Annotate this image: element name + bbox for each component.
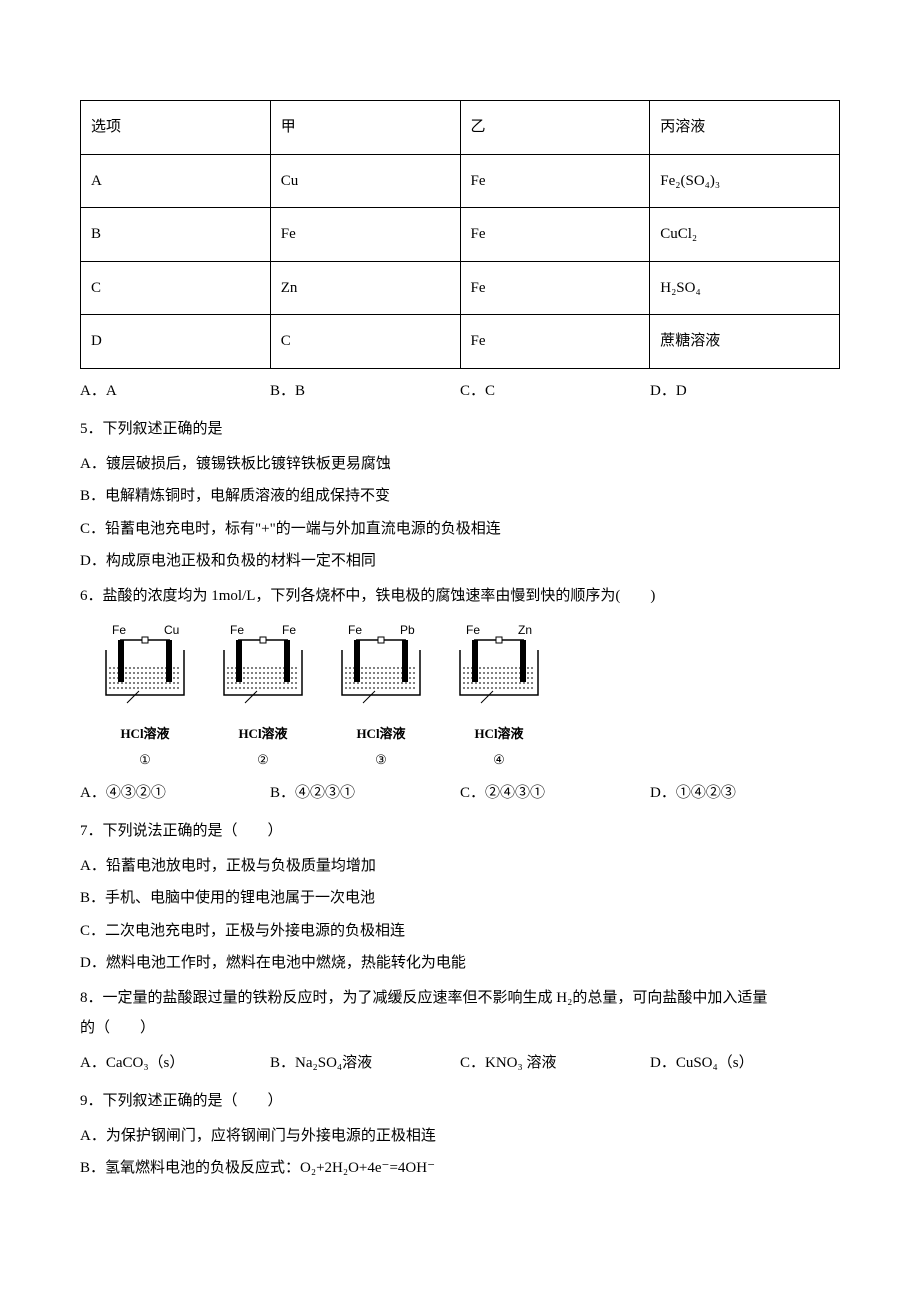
cell: 蔗糖溶液 (650, 315, 840, 369)
cell: Fe (270, 208, 460, 262)
cell: CuCl₂ (650, 208, 840, 262)
q4-options: A．A B．B C．C D．D (80, 377, 840, 406)
cell: C (270, 315, 460, 369)
cell: Cu (270, 154, 460, 208)
q7-opt-c: C．二次电池充电时，正极与外接电源的负极相连 (80, 917, 840, 946)
table-row: D C Fe 蔗糖溶液 (81, 315, 840, 369)
cell: Fe (460, 315, 650, 369)
cell: Fe (460, 208, 650, 262)
table-row: A Cu Fe Fe₂(SO₄)₃ (81, 154, 840, 208)
q7-opt-b: B．手机、电脑中使用的锂电池属于一次电池 (80, 884, 840, 913)
q6-stem: 6．盐酸的浓度均为 1mol/L，下列各烧杯中，铁电极的腐蚀速率由慢到快的顺序为… (80, 582, 840, 611)
q7-stem: 7．下列说法正确的是（ ） (80, 817, 840, 846)
beaker-2: FeFeHCl溶液② (218, 624, 308, 773)
q7-opt-d: D．燃料电池工作时，燃料在电池中燃烧，热能转化为电能 (80, 949, 840, 978)
cell: Fe₂(SO₄)₃ (650, 154, 840, 208)
q8-opt-d: D．CuSO₄（s） (650, 1049, 840, 1078)
cell: Fe (460, 154, 650, 208)
q8-opt-a: A．CaCO₃（s） (80, 1049, 270, 1078)
q8-stem-line1: 8．一定量的盐酸跟过量的铁粉反应时，为了减缓反应速率但不影响生成 H₂的总量，可… (80, 984, 840, 1013)
q5-opt-b: B．电解精炼铜时，电解质溶液的组成保持不变 (80, 482, 840, 511)
th-bing: 丙溶液 (650, 101, 840, 155)
q8-options: A．CaCO₃（s） B．Na₂SO₄溶液 C．KNO₃ 溶液 D．CuSO₄（… (80, 1049, 840, 1078)
q4-opt-c: C．C (460, 377, 650, 406)
table-row: 选项 甲 乙 丙溶液 (81, 101, 840, 155)
th-option: 选项 (81, 101, 271, 155)
q8-opt-c: C．KNO₃ 溶液 (460, 1049, 650, 1078)
cell: H₂SO₄ (650, 261, 840, 315)
q6-options: A．④③②① B．④②③① C．②④③① D．①④②③ (80, 779, 840, 808)
beaker-4: FeZnHCl溶液④ (454, 624, 544, 773)
q7-opt-a: A．铅蓄电池放电时，正极与负极质量均增加 (80, 852, 840, 881)
cell: Fe (460, 261, 650, 315)
q6-diagrams: FeCuHCl溶液① FeFeHCl溶液② FePbHCl溶液③ FeZnHCl… (100, 624, 840, 773)
q6-opt-c: C．②④③① (460, 779, 650, 808)
svg-text:Fe: Fe (466, 624, 480, 637)
q5-opt-a: A．镀层破损后，镀锡铁板比镀锌铁板更易腐蚀 (80, 450, 840, 479)
options-table: 选项 甲 乙 丙溶液 A Cu Fe Fe₂(SO₄)₃ B Fe Fe CuC… (80, 100, 840, 369)
svg-text:Fe: Fe (230, 624, 244, 637)
cell: B (81, 208, 271, 262)
q5-opt-d: D．构成原电池正极和负极的材料一定不相同 (80, 547, 840, 576)
th-jia: 甲 (270, 101, 460, 155)
q4-opt-b: B．B (270, 377, 460, 406)
q6-opt-b: B．④②③① (270, 779, 460, 808)
beaker-3: FePbHCl溶液③ (336, 624, 426, 773)
q5-stem: 5．下列叙述正确的是 (80, 415, 840, 444)
q6-opt-d: D．①④②③ (650, 779, 840, 808)
q4-opt-a: A．A (80, 377, 270, 406)
cell: Zn (270, 261, 460, 315)
q4-opt-d: D．D (650, 377, 840, 406)
q8-stem-line2: 的（ ） (80, 1014, 840, 1043)
cell: D (81, 315, 271, 369)
q9-opt-b: B．氢氧燃料电池的负极反应式：O₂+2H₂O+4e⁻=4OH⁻ (80, 1154, 840, 1183)
svg-text:Fe: Fe (112, 624, 126, 637)
q5-opt-c: C．铅蓄电池充电时，标有"+"的一端与外加直流电源的负极相连 (80, 515, 840, 544)
svg-text:Fe: Fe (348, 624, 362, 637)
q9-stem: 9．下列叙述正确的是（ ） (80, 1087, 840, 1116)
svg-text:Pb: Pb (400, 624, 415, 637)
svg-text:Zn: Zn (518, 624, 532, 637)
svg-text:Cu: Cu (164, 624, 179, 637)
q8-opt-b: B．Na₂SO₄溶液 (270, 1049, 460, 1078)
table-row: C Zn Fe H₂SO₄ (81, 261, 840, 315)
svg-text:Fe: Fe (282, 624, 296, 637)
q9-opt-a: A．为保护钢闸门，应将钢闸门与外接电源的正极相连 (80, 1122, 840, 1151)
th-yi: 乙 (460, 101, 650, 155)
cell: A (81, 154, 271, 208)
beaker-1: FeCuHCl溶液① (100, 624, 190, 773)
q6-opt-a: A．④③②① (80, 779, 270, 808)
table-row: B Fe Fe CuCl₂ (81, 208, 840, 262)
cell: C (81, 261, 271, 315)
